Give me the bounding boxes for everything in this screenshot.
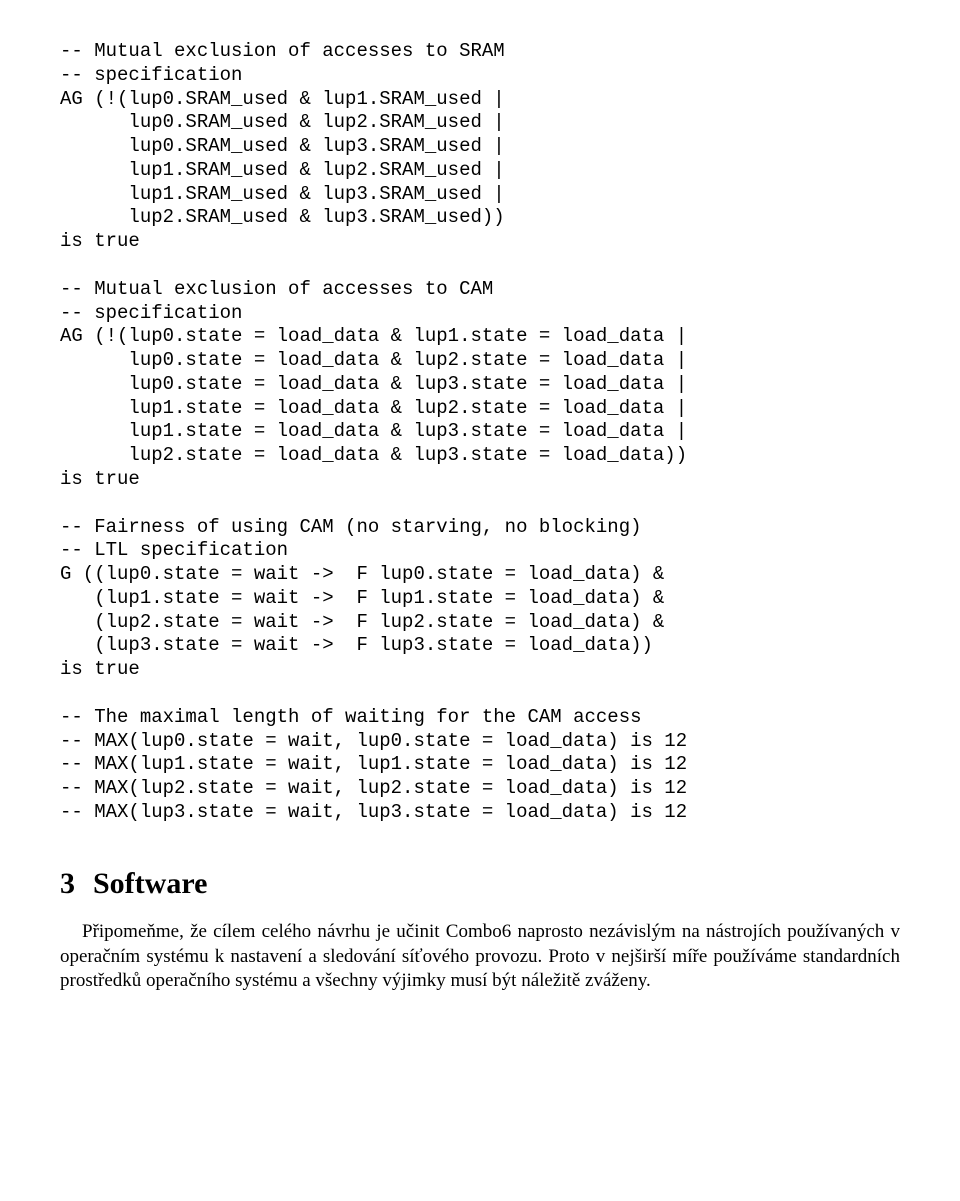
code-block-maxwait: -- The maximal length of waiting for the… (60, 706, 900, 825)
body-paragraph: Připomeňme, že cílem celého návrhu je uč… (60, 920, 900, 994)
code-lines: -- Mutual exclusion of accesses to CAM -… (60, 278, 900, 492)
code-block-fairness: -- Fairness of using CAM (no starving, n… (60, 516, 900, 682)
code-lines: -- Mutual exclusion of accesses to SRAM … (60, 40, 900, 254)
code-lines: -- The maximal length of waiting for the… (60, 706, 900, 825)
section-title: Software (93, 867, 207, 900)
code-lines: -- Fairness of using CAM (no starving, n… (60, 516, 900, 682)
paragraph-text: Připomeňme, že cílem celého návrhu je uč… (60, 921, 900, 991)
code-block-sram: -- Mutual exclusion of accesses to SRAM … (60, 40, 900, 254)
code-block-cam: -- Mutual exclusion of accesses to CAM -… (60, 278, 900, 492)
section-number: 3 (60, 867, 75, 900)
section-heading: 3 Software (60, 865, 900, 903)
